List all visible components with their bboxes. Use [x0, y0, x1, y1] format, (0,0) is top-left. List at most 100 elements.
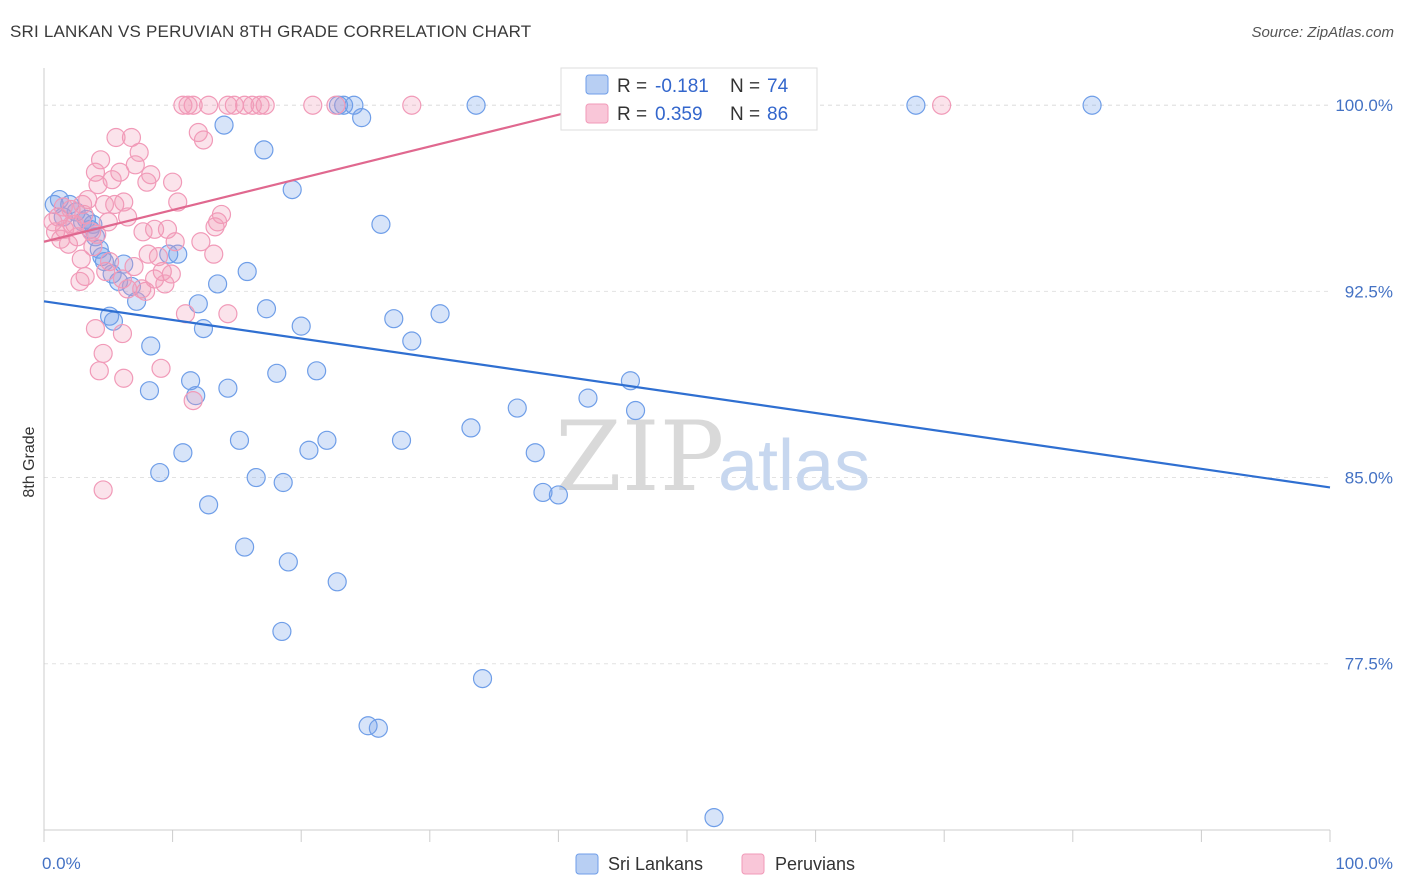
- point-peruvians: [183, 390, 203, 411]
- point-peruvians: [121, 127, 142, 148]
- point-peruvians: [133, 222, 153, 242]
- point-peruvians: [183, 95, 203, 115]
- stats-n-label-1: N =: [730, 76, 760, 97]
- point-peruvians: [141, 165, 161, 185]
- point-sri-lankans: [235, 537, 255, 557]
- point-peruvians: [204, 244, 224, 264]
- point-sri-lankans: [168, 244, 188, 264]
- point-peruvians: [191, 232, 211, 252]
- point-sri-lankans: [352, 108, 372, 128]
- point-peruvians: [93, 343, 113, 364]
- point-sri-lankans: [533, 482, 553, 503]
- point-peruvians: [114, 368, 134, 388]
- watermark-zip: ZIP: [555, 401, 724, 513]
- point-sri-lankans: [384, 309, 404, 329]
- point-sri-lankans: [391, 430, 412, 450]
- watermark-atlas: atlas: [718, 426, 870, 506]
- point-peruvians: [218, 95, 238, 115]
- point-peruvians: [129, 142, 149, 162]
- point-peruvians: [165, 232, 185, 252]
- point-peruvians: [155, 274, 175, 294]
- point-sri-lankans: [272, 621, 292, 642]
- stats-n-label-2: N =: [730, 104, 760, 125]
- point-peruvians: [105, 194, 125, 215]
- y-tick-label: 77.5%: [1345, 655, 1393, 674]
- point-sri-lankans: [472, 668, 493, 689]
- point-sri-lankans: [430, 304, 450, 324]
- stats-n-value-1: 74: [767, 76, 789, 97]
- point-sri-lankans: [507, 398, 527, 418]
- stats-r-label-1: R =: [617, 76, 647, 97]
- point-peruvians: [90, 150, 111, 170]
- point-sri-lankans: [368, 718, 388, 738]
- point-peruvians: [75, 266, 95, 287]
- point-peruvians: [326, 95, 346, 115]
- stats-legend-swatch-peruvians: [585, 103, 609, 124]
- legend-swatch-peruvians: [741, 853, 765, 875]
- point-peruvians: [138, 244, 158, 264]
- point-sri-lankans: [278, 552, 298, 572]
- y-tick-label: 100.0%: [1335, 96, 1393, 115]
- y-tick-label: 92.5%: [1345, 282, 1393, 301]
- point-peruvians: [112, 323, 133, 344]
- point-peruvians: [218, 304, 238, 324]
- stats-r-value-1: -0.181: [655, 76, 709, 97]
- point-peruvians: [99, 252, 120, 272]
- point-peruvians: [250, 95, 270, 115]
- stats-n-value-2: 86: [767, 104, 788, 125]
- point-peruvians: [205, 217, 225, 237]
- point-sri-lankans: [218, 378, 238, 398]
- point-sri-lankans: [76, 209, 97, 230]
- point-peruvians: [112, 269, 133, 289]
- point-sri-lankans: [578, 388, 598, 408]
- legend-label-sri-lankans: Sri Lankans: [608, 854, 703, 874]
- data-points: [43, 95, 1102, 828]
- point-peruvians: [208, 212, 228, 232]
- point-sri-lankans: [291, 316, 311, 336]
- point-peruvians: [72, 194, 93, 215]
- point-sri-lankans: [208, 274, 228, 294]
- point-sri-lankans: [150, 462, 170, 483]
- point-peruvians: [163, 172, 183, 192]
- point-sri-lankans: [246, 467, 266, 488]
- point-sri-lankans: [139, 381, 160, 401]
- point-peruvians: [85, 319, 106, 339]
- point-sri-lankans: [188, 294, 208, 314]
- legend-label-peruvians: Peruvians: [775, 854, 855, 874]
- point-sri-lankans: [317, 430, 337, 450]
- point-peruvians: [303, 95, 323, 115]
- point-peruvians: [193, 130, 214, 150]
- trend-line-sri-lankans: [43, 300, 1331, 489]
- x-tick-labels: 0.0% 100.0%: [42, 854, 1393, 873]
- point-sri-lankans: [229, 430, 250, 450]
- point-peruvians: [62, 214, 82, 234]
- point-peruvians: [235, 95, 255, 115]
- point-sri-lankans: [214, 115, 234, 135]
- point-sri-lankans: [906, 95, 926, 115]
- point-peruvians: [932, 95, 952, 115]
- trend-line-peruvians: [43, 104, 598, 243]
- point-peruvians: [89, 361, 109, 381]
- y-tick-labels: 77.5% 85.0% 92.5% 100.0%: [1335, 96, 1393, 673]
- stats-r-value-2: 0.359: [655, 104, 703, 125]
- point-peruvians: [124, 256, 144, 277]
- point-peruvians: [173, 95, 193, 115]
- x-tick-label: 100.0%: [1335, 854, 1393, 873]
- y-axis-label: 8th Grade: [21, 426, 38, 497]
- legend-swatch-sri-lankans: [575, 853, 599, 875]
- point-peruvians: [125, 155, 145, 175]
- point-sri-lankans: [307, 361, 327, 381]
- x-tick-label: 0.0%: [42, 854, 81, 873]
- point-peruvians: [402, 95, 422, 115]
- point-sri-lankans: [1082, 95, 1102, 115]
- series-legend: Sri Lankans Peruvians: [575, 853, 855, 875]
- point-sri-lankans: [371, 214, 391, 234]
- point-peruvians: [199, 95, 219, 115]
- point-sri-lankans: [327, 572, 347, 592]
- point-sri-lankans: [282, 180, 302, 200]
- point-sri-lankans: [186, 386, 206, 406]
- point-sri-lankans: [625, 400, 646, 421]
- point-sri-lankans: [181, 371, 201, 391]
- point-sri-lankans: [173, 443, 193, 463]
